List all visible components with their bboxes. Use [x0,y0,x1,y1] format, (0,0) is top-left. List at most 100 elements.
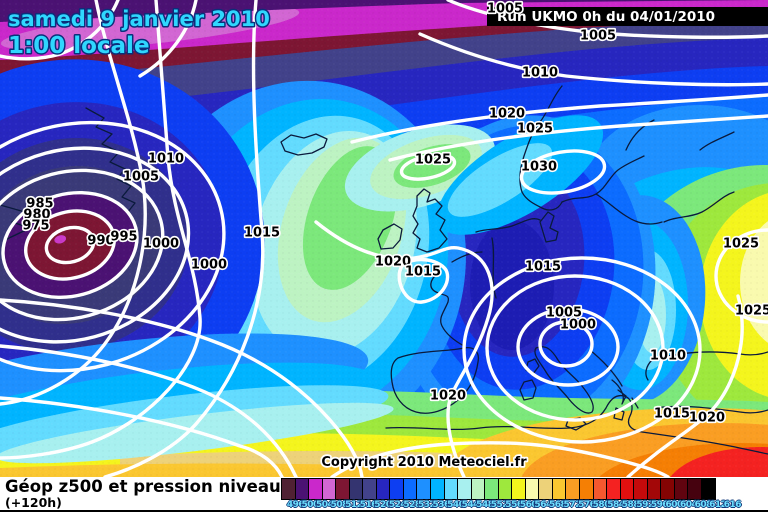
color-scale-cell [457,478,472,500]
color-scale-value: 608 [694,500,713,510]
color-scale-value: 504 [316,500,334,510]
color-scale-cell [430,478,445,500]
color-scale-cell [660,478,675,500]
color-scale-cell [470,478,486,500]
map-forecast-hour: (+120h) [5,495,62,510]
color-scale-value: 596 [650,500,669,510]
time-text: 1:00 locale [8,33,150,59]
color-scale-value: 536 [432,500,451,510]
color-scale-cell [700,478,716,500]
color-scale-cell [673,478,689,500]
copyright-text: Copyright 2010 Meteociel.fr [321,455,527,470]
color-scale-value: 500 [301,500,319,510]
run-info-text: Run UKMO 0h du 04/01/2010 [497,9,715,25]
color-scale-value: 508 [330,500,349,510]
isobar-label: 1025 [415,153,451,168]
date-text: samedi 9 janvier 2010 [8,7,270,31]
isobar-label: 1010 [650,349,686,364]
isobar-label: 1020 [489,107,525,122]
color-scale-cell [362,478,377,500]
isobar-label: 1005 [487,2,523,17]
isobar-label: 995 [110,230,137,245]
color-scale-value: 560 [519,500,538,510]
isobar-label: 1015 [654,407,690,422]
color-scale-value: 604 [680,500,698,510]
color-scale-value: 572 [563,500,582,510]
color-scale-value: 512 [345,500,363,510]
color-scale-cell [335,478,350,500]
color-scale-cell [321,478,337,500]
isobar-label: 1010 [522,66,558,81]
color-scale-cell [348,478,364,500]
color-scale-value: 548 [476,500,494,510]
color-scale-value: 556 [505,500,523,510]
isobar-label: 1020 [430,389,466,404]
color-scale-value: 616 [723,500,742,510]
color-scale-value: 576 [578,500,596,510]
isobar-label: 1020 [375,255,411,270]
color-scale-cell [646,478,662,500]
isobar-label: 985 [26,197,53,212]
color-scale-value: 540 [447,500,465,510]
color-scale-cell [524,478,540,500]
color-scale-value: 580 [592,500,611,510]
isobar-label: 1025 [723,237,759,252]
isobar-label: 1005 [580,29,616,44]
isobar-label: 990 [87,234,114,249]
color-scale-cell [416,478,432,500]
color-scale-value: 544 [461,500,480,510]
isobar-label: 980 [23,208,50,223]
color-scale-cell [606,478,621,500]
color-scale-value: 496 [286,500,305,510]
isobar-label: 1025 [735,304,768,319]
footer-bar: Géop z500 et pression niveau mer (+120h)… [0,477,768,512]
isobar-label: 1005 [546,306,582,321]
color-scale-value: 516 [359,500,378,510]
color-scale-cell [565,478,581,500]
isobar-label: 975 [22,219,49,234]
color-scale-cell [402,478,418,500]
color-scale [281,478,716,500]
color-scale-labels: 496 500 504 508 512 516 520 524 528 532 536 540 544 5… [281,500,761,511]
color-scale-cell [497,478,513,500]
isobar-label: 1015 [525,260,561,275]
coastlines [0,85,768,455]
color-scale-cell [511,478,526,500]
color-scale-cell [294,478,310,500]
color-scale-cell [619,478,635,500]
isobar-label: 1030 [521,160,557,175]
isobar-label: 1005 [123,170,159,185]
color-scale-value: 568 [548,500,567,510]
color-scale-value: 600 [665,500,683,510]
isobar-label: 1025 [517,122,553,137]
color-scale-value: 564 [534,500,552,510]
color-scale-value: 552 [490,500,509,510]
isobar-label: 1015 [405,265,441,280]
color-scale-cell [389,478,404,500]
color-scale-cell [551,478,567,500]
color-scale-cell [484,478,499,500]
color-scale-cell [687,478,702,500]
isobar-label: 1000 [191,258,227,273]
isobar-label: 1000 [560,318,596,333]
isobar-label: 1015 [244,226,280,241]
color-scale-cell [281,478,296,500]
color-scale-value: 584 [607,500,625,510]
color-scale-cell [443,478,459,500]
run-info-box [487,7,768,26]
color-scale-cell [579,478,594,500]
color-scale-value: 588 [621,500,640,510]
color-scale-value: 612 [709,500,727,510]
color-scale-cell [308,478,323,500]
color-scale-value: 520 [374,500,392,510]
color-scale-value: 592 [636,500,654,510]
map-title: Géop z500 et pression niveau mer [5,477,323,496]
color-scale-value: 532 [417,500,436,510]
color-scale-value: 524 [388,500,407,510]
color-scale-cell [592,478,608,500]
isobar-lines [0,0,768,460]
